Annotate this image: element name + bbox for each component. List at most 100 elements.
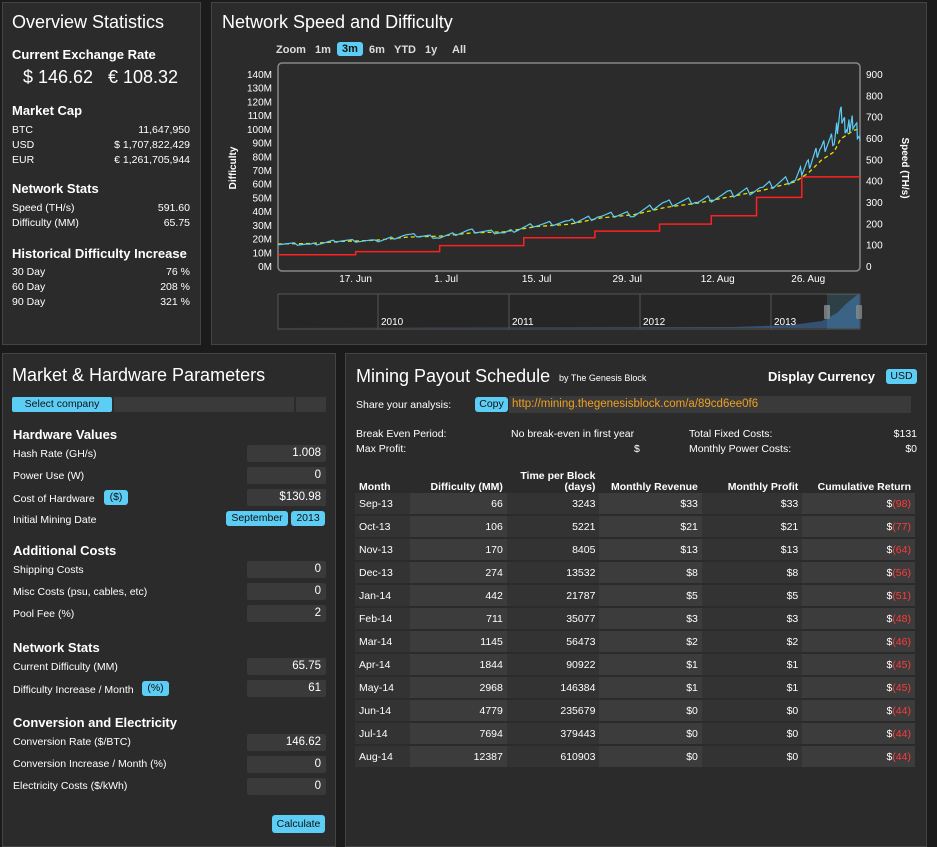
zoom-3m-button[interactable]: 3m bbox=[337, 42, 363, 56]
cell-profit: $0 bbox=[701, 745, 803, 769]
cell-time: 235679 bbox=[506, 699, 600, 723]
cell-time: 3243 bbox=[506, 493, 600, 516]
break-even-label: Break Even Period: bbox=[356, 428, 447, 440]
zoom-all-button[interactable]: All bbox=[452, 44, 467, 56]
zoom-ytd-button[interactable]: YTD bbox=[394, 44, 416, 56]
navigator-handle-right[interactable] bbox=[856, 305, 862, 319]
zoom-1m-button[interactable]: 1m bbox=[315, 44, 331, 56]
cell-profit: $2 bbox=[701, 630, 803, 654]
cell-time: 35077 bbox=[506, 607, 600, 631]
difficulty-increase-unit-button[interactable]: (%) bbox=[142, 681, 169, 696]
year-select[interactable]: 2013 bbox=[291, 511, 325, 526]
x-tick-label: 12. Aug bbox=[701, 274, 735, 285]
cumulative-prefix: $ bbox=[886, 750, 893, 763]
cell-cumulative: $(48) bbox=[802, 607, 915, 631]
table-row: Sep-13 66 3243 $33 $33 $(98) bbox=[355, 493, 915, 516]
cell-rev: $0 bbox=[599, 722, 702, 746]
power-use-input[interactable]: 0 bbox=[247, 467, 326, 484]
header-month: Month bbox=[359, 481, 391, 493]
hist-60-label: 60 Day bbox=[12, 281, 46, 293]
electricity-input[interactable]: 0 bbox=[247, 778, 326, 795]
navigator-selection[interactable] bbox=[827, 294, 859, 329]
share-url[interactable]: http://mining.thegenesisblock.com/a/89cd… bbox=[509, 396, 911, 413]
usd-rate: $ 146.62 bbox=[23, 67, 94, 87]
additional-heading: Additional Costs bbox=[13, 543, 117, 558]
zoom-1y-button[interactable]: 1y bbox=[425, 44, 438, 56]
cell-month: Oct-13 bbox=[355, 515, 410, 539]
x-tick-label: 15. Jul bbox=[522, 274, 551, 285]
zoom-6m-button[interactable]: 6m bbox=[369, 44, 385, 56]
mc-eur-label: EUR bbox=[12, 154, 35, 166]
y2-tick-label: 600 bbox=[866, 134, 883, 145]
cell-diff: 7694 bbox=[409, 722, 507, 746]
cell-profit: $0 bbox=[701, 699, 803, 723]
hash-rate-input[interactable]: 1.008 bbox=[247, 445, 326, 462]
mc-btc-value: 11,647,950 bbox=[138, 124, 190, 136]
cell-time: 146384 bbox=[506, 676, 600, 700]
navigator[interactable] bbox=[277, 293, 861, 330]
difficulty-increase-input[interactable]: 61 bbox=[247, 680, 326, 697]
cost-currency-button[interactable]: ($) bbox=[104, 490, 128, 505]
table-row: Jan-14 442 21787 $5 $5 $(51) bbox=[355, 584, 915, 608]
currency-select[interactable]: USD bbox=[886, 369, 917, 384]
navigator-year-label: 2013 bbox=[774, 317, 797, 328]
mc-usd-value: $ 1,707,822,429 bbox=[114, 139, 190, 151]
chart-title: Network Speed and Difficulty bbox=[222, 12, 453, 32]
hist-60-value: 208 % bbox=[160, 281, 190, 293]
payout-table: Month Difficulty (MM) Time per Block (da… bbox=[355, 459, 915, 769]
cell-rev: $0 bbox=[599, 745, 702, 769]
conversion-increase-input[interactable]: 0 bbox=[247, 756, 326, 773]
cell-rev: $21 bbox=[599, 515, 702, 539]
company-select-bar[interactable] bbox=[114, 397, 294, 412]
misc-label: Misc Costs (psu, cables, etc) bbox=[13, 586, 148, 598]
table-row: Aug-14 12387 610903 $0 $0 $(44) bbox=[355, 745, 915, 769]
y-tick-label: 100M bbox=[247, 125, 272, 136]
table-row: Jun-14 4779 235679 $0 $0 $(44) bbox=[355, 699, 915, 723]
conversion-rate-input[interactable]: 146.62 bbox=[247, 734, 326, 751]
current-difficulty-input[interactable]: 65.75 bbox=[247, 658, 326, 675]
misc-input[interactable]: 0 bbox=[247, 583, 326, 600]
header-cumulative-return: Cumulative Return bbox=[817, 481, 911, 493]
table-row: Dec-13 274 13532 $8 $8 $(56) bbox=[355, 561, 915, 585]
cell-time: 379443 bbox=[506, 722, 600, 746]
power-use-label: Power Use (W) bbox=[13, 470, 85, 482]
cell-cumulative: $(44) bbox=[802, 699, 915, 723]
navigator-handle-left[interactable] bbox=[824, 305, 830, 319]
cell-rev: $13 bbox=[599, 538, 702, 562]
cumulative-prefix: $ bbox=[886, 727, 893, 740]
initial-date-label: Initial Mining Date bbox=[13, 514, 97, 526]
cell-profit: $1 bbox=[701, 676, 803, 700]
conversion-increase-label: Conversion Increase / Month (%) bbox=[13, 758, 167, 770]
break-even-value: No break-even in first year bbox=[511, 428, 635, 440]
select-company-button[interactable]: Select company bbox=[12, 397, 112, 412]
cell-rev: $0 bbox=[599, 699, 702, 723]
market-title: Market & Hardware Parameters bbox=[12, 365, 266, 385]
cost-hardware-input[interactable]: $130.98 bbox=[247, 489, 326, 506]
fixed-costs-label: Total Fixed Costs: bbox=[689, 428, 773, 440]
copy-button[interactable]: Copy bbox=[475, 397, 508, 412]
cell-cumulative: $(56) bbox=[802, 561, 915, 585]
x-tick-label: 17. Jun bbox=[339, 274, 372, 285]
calculate-button[interactable]: Calculate bbox=[272, 815, 325, 833]
cumulative-prefix: $ bbox=[886, 612, 893, 625]
x-tick-label: 1. Jul bbox=[434, 274, 458, 285]
company-select-end[interactable] bbox=[296, 397, 326, 412]
month-select[interactable]: September bbox=[226, 511, 288, 526]
navigator-year-label: 2010 bbox=[381, 317, 404, 328]
y-tick-label: 80M bbox=[253, 152, 272, 163]
cell-diff: 274 bbox=[409, 561, 507, 585]
y2-tick-label: 700 bbox=[866, 113, 883, 124]
y2-tick-label: 100 bbox=[866, 241, 883, 252]
y-axis-title: Difficulty bbox=[228, 146, 239, 189]
shipping-input[interactable]: 0 bbox=[247, 561, 326, 578]
market-network-heading: Network Stats bbox=[13, 640, 100, 655]
cumulative-prefix: $ bbox=[886, 589, 893, 602]
cell-diff: 2968 bbox=[409, 676, 507, 700]
cell-cumulative: $(45) bbox=[802, 653, 915, 677]
cell-time: 56473 bbox=[506, 630, 600, 654]
chart-panel: Network Speed and Difficulty Zoom 1m 3m … bbox=[211, 2, 927, 345]
pool-fee-input[interactable]: 2 bbox=[247, 605, 326, 622]
y-tick-label: 10M bbox=[253, 248, 272, 259]
cumulative-prefix: $ bbox=[886, 497, 893, 510]
cell-month: Jun-14 bbox=[355, 699, 410, 723]
